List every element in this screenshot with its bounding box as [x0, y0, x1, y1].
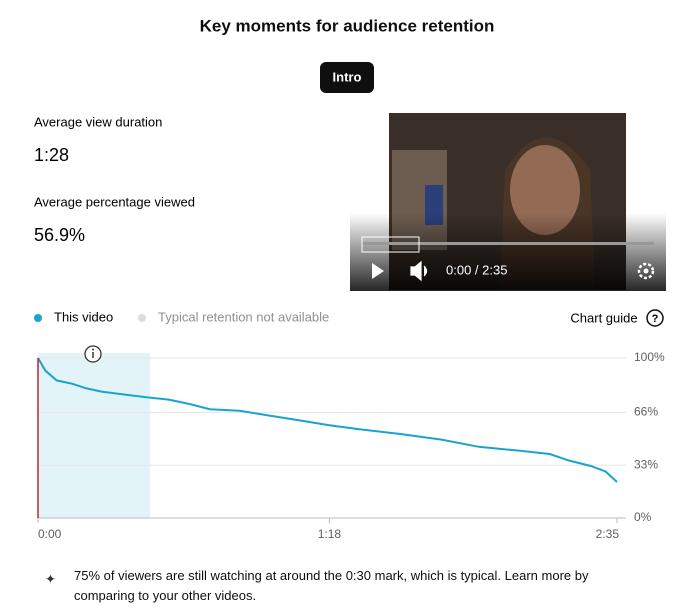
y-tick-label: 100%	[634, 350, 665, 364]
title: Key moments for audience retention	[200, 16, 495, 35]
x-tick-label: 2:35	[596, 527, 620, 541]
y-tick-label: 0%	[634, 510, 652, 524]
progress-track	[362, 242, 654, 245]
y-tick-label: 33%	[634, 457, 658, 471]
y-tick-label: 66%	[634, 405, 658, 419]
legend-label: This video	[54, 309, 113, 324]
stat-label: Average view duration	[34, 114, 162, 129]
chart-guide[interactable]: Chart guide	[570, 310, 637, 325]
x-tick-label: 0:00	[38, 527, 62, 541]
help-icon[interactable]	[646, 309, 664, 327]
legend-dot	[34, 314, 42, 322]
sparkle-icon: ✦	[45, 571, 56, 586]
retention-line	[37, 357, 618, 483]
intro-button-label[interactable]: Intro	[333, 69, 362, 84]
play-icon[interactable]	[372, 263, 384, 279]
settings-icon-center	[643, 268, 649, 274]
video-player[interactable]: 0:00 / 2:35	[350, 113, 666, 291]
intro-button[interactable]	[320, 62, 374, 93]
help-icon-mark: ?	[652, 313, 659, 325]
insight-text: 75% of viewers are still watching at aro…	[74, 568, 589, 603]
stat-value: 1:28	[34, 145, 69, 165]
legend-label: Typical retention not available	[158, 309, 329, 324]
x-tick-label: 1:18	[318, 527, 342, 541]
stat-value: 56.9%	[34, 225, 85, 245]
legend-dot	[138, 314, 146, 322]
info-icon-dot	[92, 348, 94, 351]
progress-preview	[361, 236, 420, 253]
volume-icon[interactable]	[410, 260, 428, 282]
stat-label: Average percentage viewed	[34, 194, 195, 209]
settings-icon[interactable]	[637, 262, 655, 280]
video-time: 0:00 / 2:35	[446, 262, 507, 277]
